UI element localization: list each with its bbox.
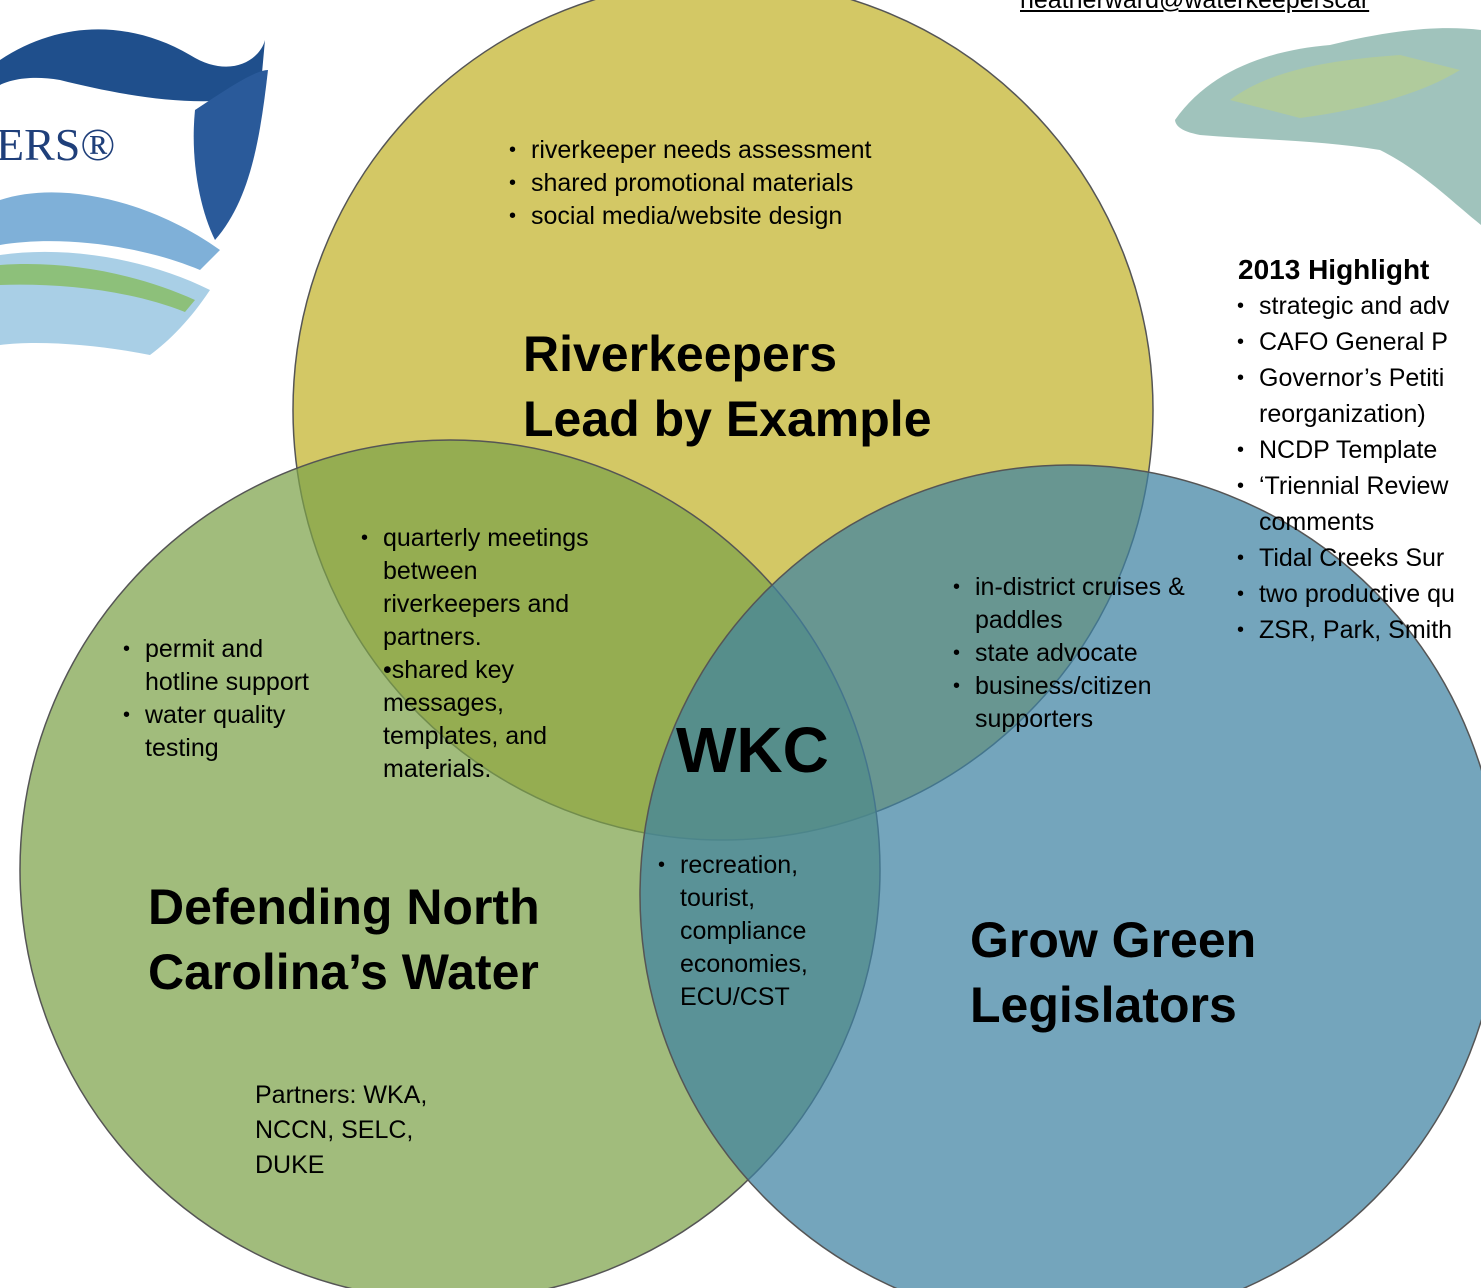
list-item: riverkeeper needs assessment [509, 134, 871, 167]
circle-grow-green [639, 464, 1481, 1288]
highlight-line: Governor’s Petiti [1237, 360, 1455, 396]
highlights-list: strategic and advCAFO General PGovernor’… [1237, 288, 1455, 648]
highlight-line: strategic and adv [1237, 288, 1455, 324]
highlight-line: ‘Triennial Review [1237, 468, 1455, 504]
list-item: water quality testing [123, 699, 317, 765]
partners: Partners: WKA, NCCN, SELC, DUKE [255, 1081, 428, 1179]
list-item: in-district cruises & paddles [953, 571, 1185, 637]
defending-title: Defending North Carolina’s Water [148, 875, 540, 1005]
logo-wave [0, 29, 265, 102]
state-map-region [1230, 55, 1460, 118]
overlap-riverkeepers-defending: quarterly meetings between riverkeepers … [361, 522, 618, 786]
title-line: Grow Green [970, 912, 1257, 968]
center-label: WKC [676, 714, 829, 786]
logo-wave [0, 192, 220, 270]
list-item: recreation, tourist, compliance economie… [658, 849, 840, 1014]
list-item: social media/website design [509, 200, 871, 233]
highlights-title: 2013 Highlight [1238, 254, 1430, 285]
logo-text: ERS® [0, 119, 116, 170]
highlight-line: CAFO General P [1237, 324, 1455, 360]
logo-wave [0, 264, 195, 312]
title-line: Carolina’s Water [148, 944, 539, 1000]
list-item: business/citizen supporters [953, 670, 1185, 736]
riverkeepers-title: Riverkeepers Lead by Example [523, 322, 932, 452]
defending-items: permit and hotline supportwater quality … [123, 633, 317, 765]
list-item: permit and hotline support [123, 633, 317, 699]
title-line: Lead by Example [523, 391, 932, 447]
title-line: Defending North [148, 879, 540, 935]
highlight-line: two productive qu [1237, 576, 1455, 612]
highlight-line: reorganization) [1259, 400, 1426, 428]
highlights: 2013 Highlight strategic and advCAFO Gen… [1237, 252, 1455, 648]
riverkeepers-items: riverkeeper needs assessmentshared promo… [509, 134, 871, 233]
list-item: state advocate [953, 637, 1185, 670]
list-item: shared promotional materials [509, 167, 871, 200]
overlap-riverkeepers-grow-green: in-district cruises & paddlesstate advoc… [953, 571, 1185, 736]
grow-green-title: Grow Green Legislators [970, 908, 1256, 1038]
email-link[interactable]: heatherward@waterkeeperscar [1020, 0, 1370, 14]
highlight-line: ZSR, Park, Smith [1237, 612, 1455, 648]
logo-wave [193, 70, 268, 240]
highlight-line: Tidal Creeks Sur [1237, 540, 1455, 576]
highlight-line: comments [1259, 508, 1375, 536]
state-map [1175, 28, 1481, 225]
highlight-line: NCDP Template [1237, 432, 1455, 468]
overlap-defending-grow-green: recreation, tourist, compliance economie… [658, 849, 840, 1014]
list-item: quarterly meetings between riverkeepers … [361, 522, 618, 654]
title-line: Riverkeepers [523, 326, 838, 382]
logo-graphic [0, 29, 268, 355]
title-line: Legislators [970, 977, 1237, 1033]
list-item: •shared key messages, templates, and mat… [383, 656, 547, 783]
